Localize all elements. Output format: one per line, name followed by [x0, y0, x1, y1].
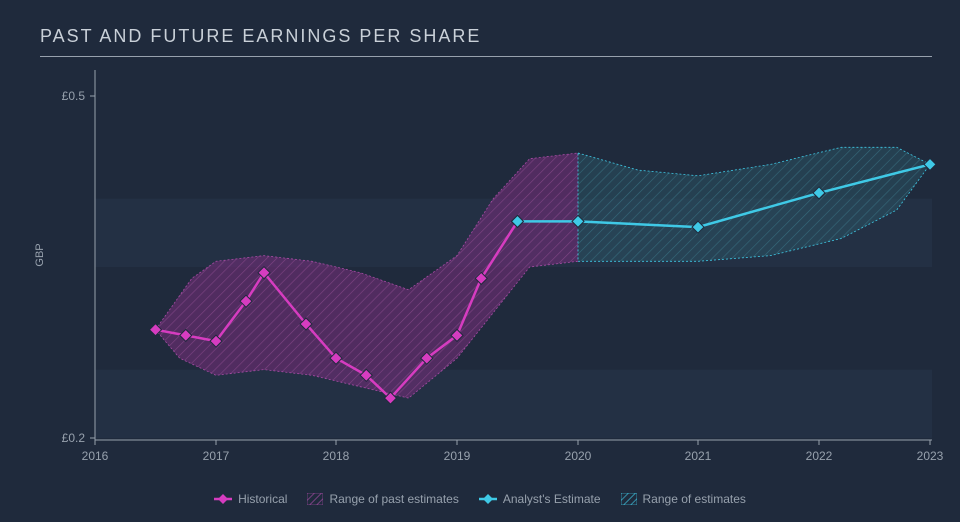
legend-item: Range of estimates: [621, 492, 746, 506]
legend-item: Range of past estimates: [307, 492, 458, 506]
legend: Historical Range of past estimates Analyst…: [0, 492, 960, 508]
legend-item: Analyst's Estimate: [479, 492, 601, 506]
x-tick-label: 2023: [917, 449, 944, 463]
x-tick-label: 2018: [323, 449, 350, 463]
x-tick-label: 2021: [685, 449, 712, 463]
eps-chart: PAST AND FUTURE EARNINGS PER SHARE 20162…: [0, 0, 960, 522]
x-tick-label: 2016: [82, 449, 109, 463]
x-tick-label: 2017: [203, 449, 230, 463]
x-tick-label: 2020: [565, 449, 592, 463]
y-tick-label: £0.5: [62, 89, 86, 103]
legend-label: Analyst's Estimate: [503, 492, 601, 506]
legend-item: Historical: [214, 492, 287, 506]
legend-label: Range of estimates: [643, 492, 746, 506]
chart-svg: 2016 2017 2018 2019 2020 2021 2022 2023 £0.2 £0.5…: [0, 0, 960, 522]
x-tick-label: 2019: [444, 449, 471, 463]
x-tick-label: 2022: [806, 449, 833, 463]
legend-label: Range of past estimates: [329, 492, 458, 506]
legend-label: Historical: [238, 492, 287, 506]
past-range-hatch: [156, 153, 579, 398]
grid-band: [95, 370, 932, 438]
y-axis-label: GBP: [34, 243, 46, 266]
y-tick-label: £0.2: [62, 431, 86, 445]
